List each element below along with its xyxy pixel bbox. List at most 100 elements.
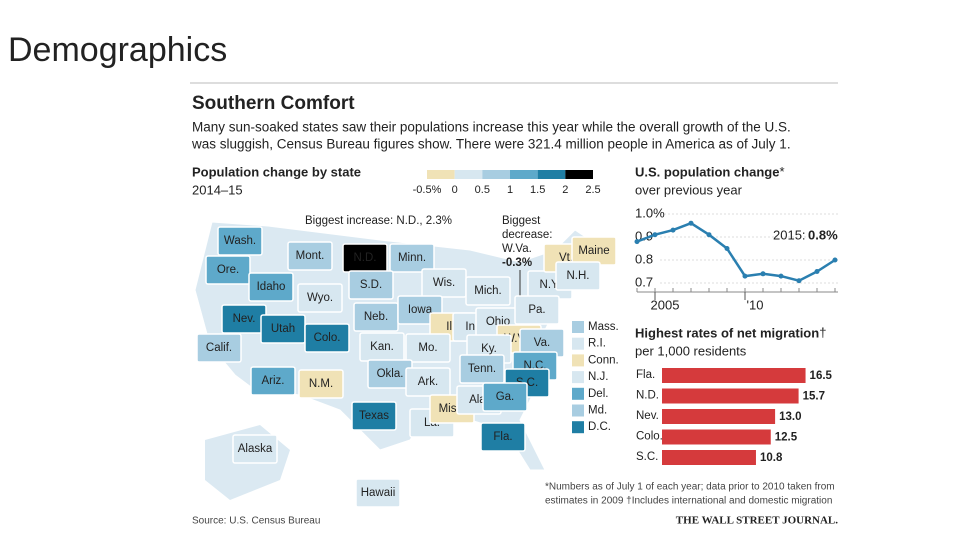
- legend-swatch: [454, 170, 483, 179]
- state: [405, 333, 451, 363]
- state-label: Vt.: [559, 252, 573, 264]
- legend-tick-label: 1.5: [530, 184, 545, 196]
- state: [287, 241, 333, 271]
- state: [555, 261, 601, 291]
- state-label: Md.: [588, 405, 607, 417]
- state: [514, 295, 560, 325]
- state-label: Pa.: [528, 304, 545, 316]
- point: [778, 273, 784, 279]
- state-swatch: [572, 387, 584, 400]
- state-swatch: [572, 321, 584, 333]
- state: [482, 382, 528, 412]
- point: [814, 269, 820, 274]
- state-label: Colo.: [314, 332, 341, 344]
- category-label: Colo.: [636, 431, 663, 443]
- annotation: 0.8%: [808, 227, 838, 242]
- state-swatch: [572, 421, 584, 434]
- state-label: Ark.: [418, 376, 438, 388]
- state: [217, 226, 263, 256]
- annotation: Biggest: [502, 215, 541, 227]
- state: [248, 272, 294, 302]
- bar-title: Highest rates of net migration†: [635, 325, 826, 340]
- state-label: Mich.: [474, 285, 501, 297]
- state-label: N.H.: [567, 270, 590, 282]
- annotation: decrease:: [502, 229, 553, 241]
- slide-title: Demographics: [8, 31, 227, 69]
- legend-tick-label: 2: [562, 184, 568, 196]
- state-label: Neb.: [364, 311, 388, 323]
- category-label: S.C.: [636, 451, 658, 463]
- point: [832, 257, 838, 263]
- legend-swatch: [537, 170, 566, 179]
- legend-tick-label: 0: [452, 184, 458, 196]
- state-swatch: [572, 371, 584, 384]
- state-label: Conn.: [588, 354, 619, 366]
- state: [304, 323, 350, 353]
- state-label: Mo.: [418, 342, 437, 354]
- point: [760, 271, 766, 277]
- state-label: Mass.: [588, 321, 619, 333]
- y-tick-label: 0.7: [635, 274, 653, 289]
- title-mark: *: [779, 164, 784, 179]
- panel-title: Population change by state: [192, 164, 361, 179]
- legend-swatch: [427, 170, 455, 179]
- state-label: Texas: [359, 410, 389, 422]
- legend-swatch: [565, 170, 593, 179]
- subtitle: Many sun-soaked states saw their populat…: [192, 120, 791, 135]
- bar: [662, 409, 776, 424]
- state-label: Fla.: [493, 431, 512, 443]
- y-tick-label: 0.8: [635, 251, 653, 266]
- x-tick-label: '10: [747, 297, 764, 312]
- point: [688, 220, 694, 226]
- state-label: Alaska: [238, 443, 273, 455]
- footnote: estimates in 2009 †Includes internationa…: [545, 496, 832, 507]
- state-label: R.I.: [588, 338, 606, 350]
- state-label: N.D.: [354, 252, 377, 264]
- category-label: Fla.: [636, 369, 655, 381]
- state-label: Ky.: [481, 343, 497, 355]
- state: [297, 283, 343, 313]
- state-swatch: [572, 354, 584, 367]
- point: [706, 232, 712, 238]
- state-label: D.C.: [588, 421, 611, 433]
- x-tick-label: 2005: [651, 297, 680, 312]
- footnote: *Numbers as of July 1 of each year; data…: [545, 482, 835, 493]
- state-label: Minn.: [398, 252, 426, 264]
- state-label: Hawaii: [361, 487, 396, 499]
- state-label: Mont.: [296, 250, 325, 262]
- state-label: Nev.: [233, 313, 256, 325]
- state-label: Va.: [534, 337, 550, 349]
- bar: [662, 388, 799, 404]
- state-swatch: [572, 337, 584, 350]
- y-tick-label: 1.0%: [635, 205, 665, 220]
- value-label: 10.8: [760, 452, 783, 464]
- state: [405, 367, 451, 397]
- annotation: 2015:: [773, 227, 806, 242]
- state-label: Wis.: [433, 277, 455, 289]
- state-label: S.D.: [360, 279, 382, 291]
- state: [389, 243, 435, 273]
- category-label: Nev.: [636, 410, 659, 422]
- point: [796, 278, 802, 284]
- state-label: Wyo.: [307, 292, 333, 304]
- point: [742, 273, 748, 279]
- category-label: N.D.: [636, 390, 659, 402]
- state: [205, 255, 251, 285]
- state: [355, 478, 401, 508]
- annotation: W.Va.: [502, 243, 532, 255]
- state-label: N.J.: [588, 371, 608, 383]
- value-label: 12.5: [775, 432, 798, 444]
- state-label: Ariz.: [262, 375, 285, 387]
- state-label: Tenn.: [468, 363, 496, 375]
- state-label: Wash.: [224, 235, 256, 247]
- state-label: Iowa: [408, 304, 433, 316]
- bar: [662, 368, 806, 383]
- legend-tick-label: 1: [507, 184, 513, 196]
- state-label: Ore.: [217, 264, 239, 276]
- state: [348, 270, 394, 300]
- state-label: N.M.: [309, 378, 333, 390]
- value-label: 16.5: [810, 370, 833, 382]
- state-label: N.Y.: [540, 279, 561, 291]
- value-label: 13.0: [779, 411, 801, 423]
